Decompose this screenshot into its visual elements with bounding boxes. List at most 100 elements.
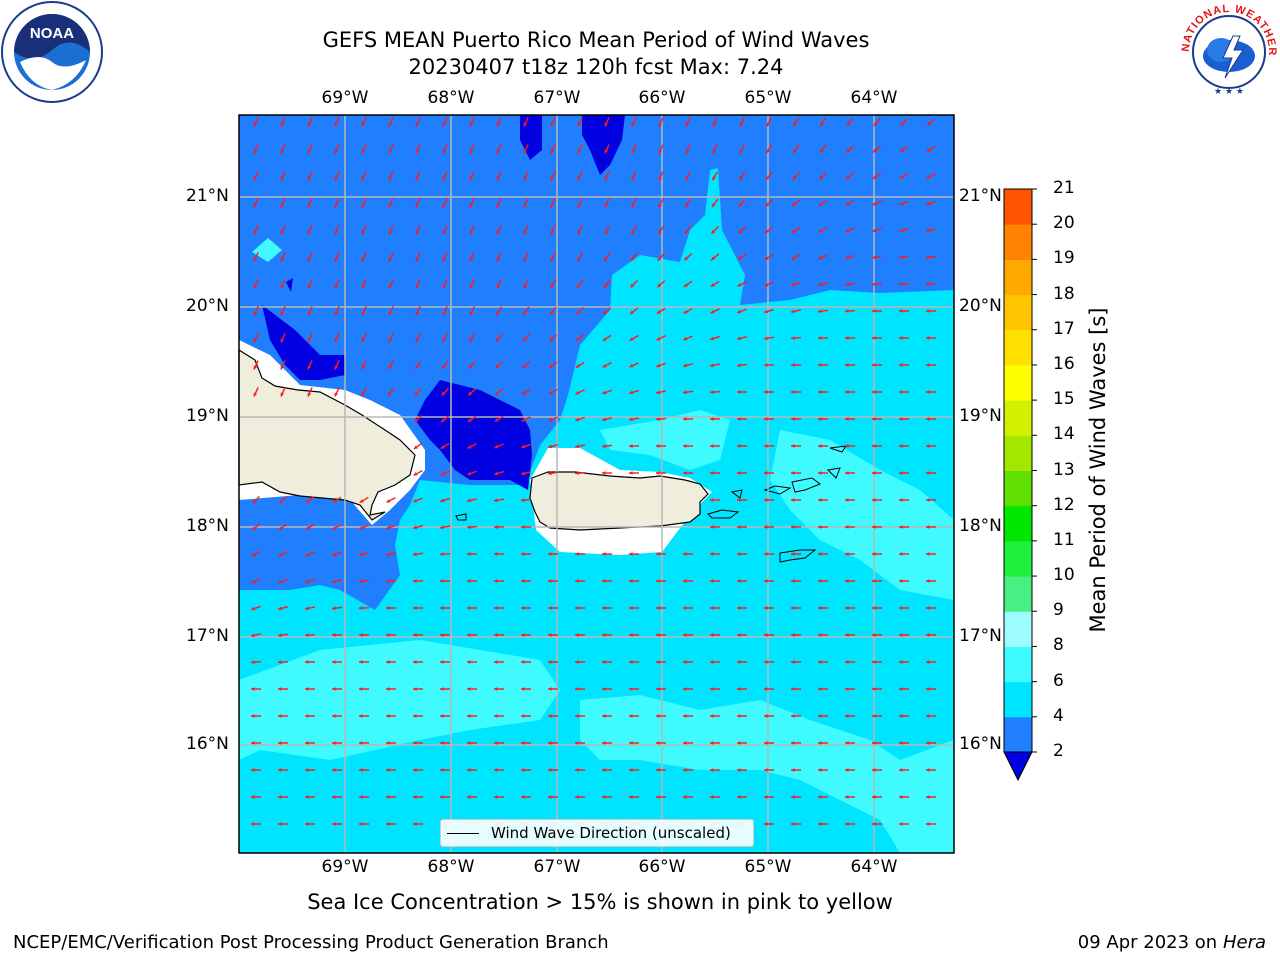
wind-wave-arrow xyxy=(736,336,748,341)
wind-wave-arrow xyxy=(415,171,421,181)
wind-wave-arrow xyxy=(575,361,585,369)
wind-wave-arrow xyxy=(305,496,315,504)
wind-wave-arrow xyxy=(764,525,774,529)
wind-wave-arrow xyxy=(791,498,801,502)
wind-wave-arrow xyxy=(818,579,828,583)
wind-wave-arrow xyxy=(280,225,286,235)
wind-wave-arrow xyxy=(467,660,477,664)
wind-wave-arrow xyxy=(791,822,801,826)
wind-wave-arrow xyxy=(791,444,801,448)
wind-wave-arrow xyxy=(469,306,475,316)
wind-wave-arrow xyxy=(629,741,639,745)
wind-wave-arrow xyxy=(385,579,397,584)
wind-wave-arrow xyxy=(926,363,936,367)
wind-wave-arrow xyxy=(683,552,693,556)
wind-wave-arrow xyxy=(334,144,340,154)
wind-wave-arrow xyxy=(469,198,475,208)
wind-wave-arrow xyxy=(872,579,882,583)
wind-wave-arrow xyxy=(656,362,666,368)
wind-wave-arrow xyxy=(845,390,855,394)
wind-wave-arrow xyxy=(548,795,558,799)
wind-wave-arrow xyxy=(629,552,639,556)
wind-wave-arrow xyxy=(521,579,531,583)
wind-wave-arrow xyxy=(683,768,693,772)
wind-wave-arrow xyxy=(575,389,585,395)
wind-wave-arrow xyxy=(494,415,504,423)
wind-wave-arrow xyxy=(550,171,556,181)
wind-wave-arrow xyxy=(251,550,261,558)
wind-wave-arrow xyxy=(737,633,747,637)
wind-wave-arrow xyxy=(253,306,259,316)
wind-wave-arrow xyxy=(332,768,342,772)
wind-wave-arrow xyxy=(629,307,639,315)
wind-wave-arrow xyxy=(550,198,556,208)
wind-wave-arrow xyxy=(684,198,692,208)
lat-tick-left: 16°N xyxy=(186,734,229,754)
wind-wave-arrow xyxy=(575,334,585,342)
wind-wave-arrow xyxy=(521,660,531,664)
wind-wave-arrow xyxy=(278,687,288,691)
wind-wave-arrow xyxy=(469,144,475,154)
wind-wave-arrow xyxy=(388,171,394,181)
wind-wave-arrow xyxy=(926,633,936,637)
wind-wave-arrow xyxy=(467,741,477,745)
colorbar-segment xyxy=(1004,364,1032,401)
wind-wave-arrow xyxy=(629,279,639,289)
wind-wave-arrow xyxy=(738,198,746,208)
wind-wave-arrow xyxy=(253,225,259,235)
wind-wave-arrow xyxy=(737,308,747,314)
wind-wave-arrow xyxy=(359,660,369,664)
wind-wave-arrow xyxy=(737,417,747,421)
wind-wave-arrow xyxy=(278,496,288,504)
wind-wave-arrow xyxy=(577,198,583,208)
wind-wave-arrow xyxy=(442,225,448,235)
wind-wave-arrow xyxy=(709,390,721,395)
wind-wave-arrow xyxy=(872,471,882,475)
wind-wave-arrow xyxy=(307,144,313,154)
wind-wave-arrow xyxy=(899,525,909,529)
wind-wave-arrow xyxy=(361,252,367,262)
wind-wave-arrow xyxy=(790,309,802,314)
lat-tick-left: 21°N xyxy=(186,186,229,206)
wind-wave-arrow xyxy=(415,144,421,154)
wind-wave-arrow xyxy=(872,444,882,448)
wind-wave-arrow xyxy=(764,308,774,314)
wind-wave-arrow xyxy=(305,822,315,826)
lat-tick-right: 18°N xyxy=(959,516,1002,536)
wind-wave-arrow xyxy=(818,390,828,394)
wind-wave-arrow xyxy=(818,822,828,826)
wind-wave-arrow xyxy=(388,333,394,343)
wind-wave-arrow xyxy=(791,199,801,207)
wind-wave-arrow xyxy=(656,660,666,664)
wind-wave-arrow xyxy=(280,117,286,127)
wind-wave-arrow xyxy=(332,633,342,637)
wind-wave-arrow xyxy=(388,225,394,235)
wind-wave-arrow xyxy=(334,333,340,343)
wind-wave-arrow xyxy=(278,768,288,772)
wave-field-light-5 xyxy=(252,238,282,262)
wind-wave-arrow xyxy=(872,525,882,529)
wave-field-deep-2 xyxy=(415,380,532,490)
wind-wave-arrow xyxy=(469,171,475,181)
lat-tick-left: 20°N xyxy=(186,296,229,316)
colorbar-tick-label: 21 xyxy=(1053,178,1075,198)
wind-wave-arrow xyxy=(359,524,369,530)
wind-wave-arrow xyxy=(658,171,664,181)
wind-wave-arrow xyxy=(468,333,476,343)
wind-wave-arrow xyxy=(926,768,936,772)
wind-wave-arrow xyxy=(872,417,882,421)
wind-wave-arrow xyxy=(766,117,772,127)
wind-wave-arrow xyxy=(683,471,693,475)
wind-wave-arrow xyxy=(386,687,396,691)
wind-wave-arrow xyxy=(791,471,801,475)
wind-wave-arrow xyxy=(574,444,586,449)
wind-wave-arrow xyxy=(764,281,774,287)
wind-wave-arrow xyxy=(467,687,477,691)
wind-wave-arrow xyxy=(791,687,801,691)
wind-wave-arrow xyxy=(521,768,531,772)
wind-wave-arrow xyxy=(737,525,747,529)
wind-wave-arrow xyxy=(277,660,289,664)
lon-tick-top: 65°W xyxy=(744,88,792,108)
wind-wave-arrow xyxy=(305,551,315,557)
wind-wave-arrow xyxy=(253,279,259,289)
